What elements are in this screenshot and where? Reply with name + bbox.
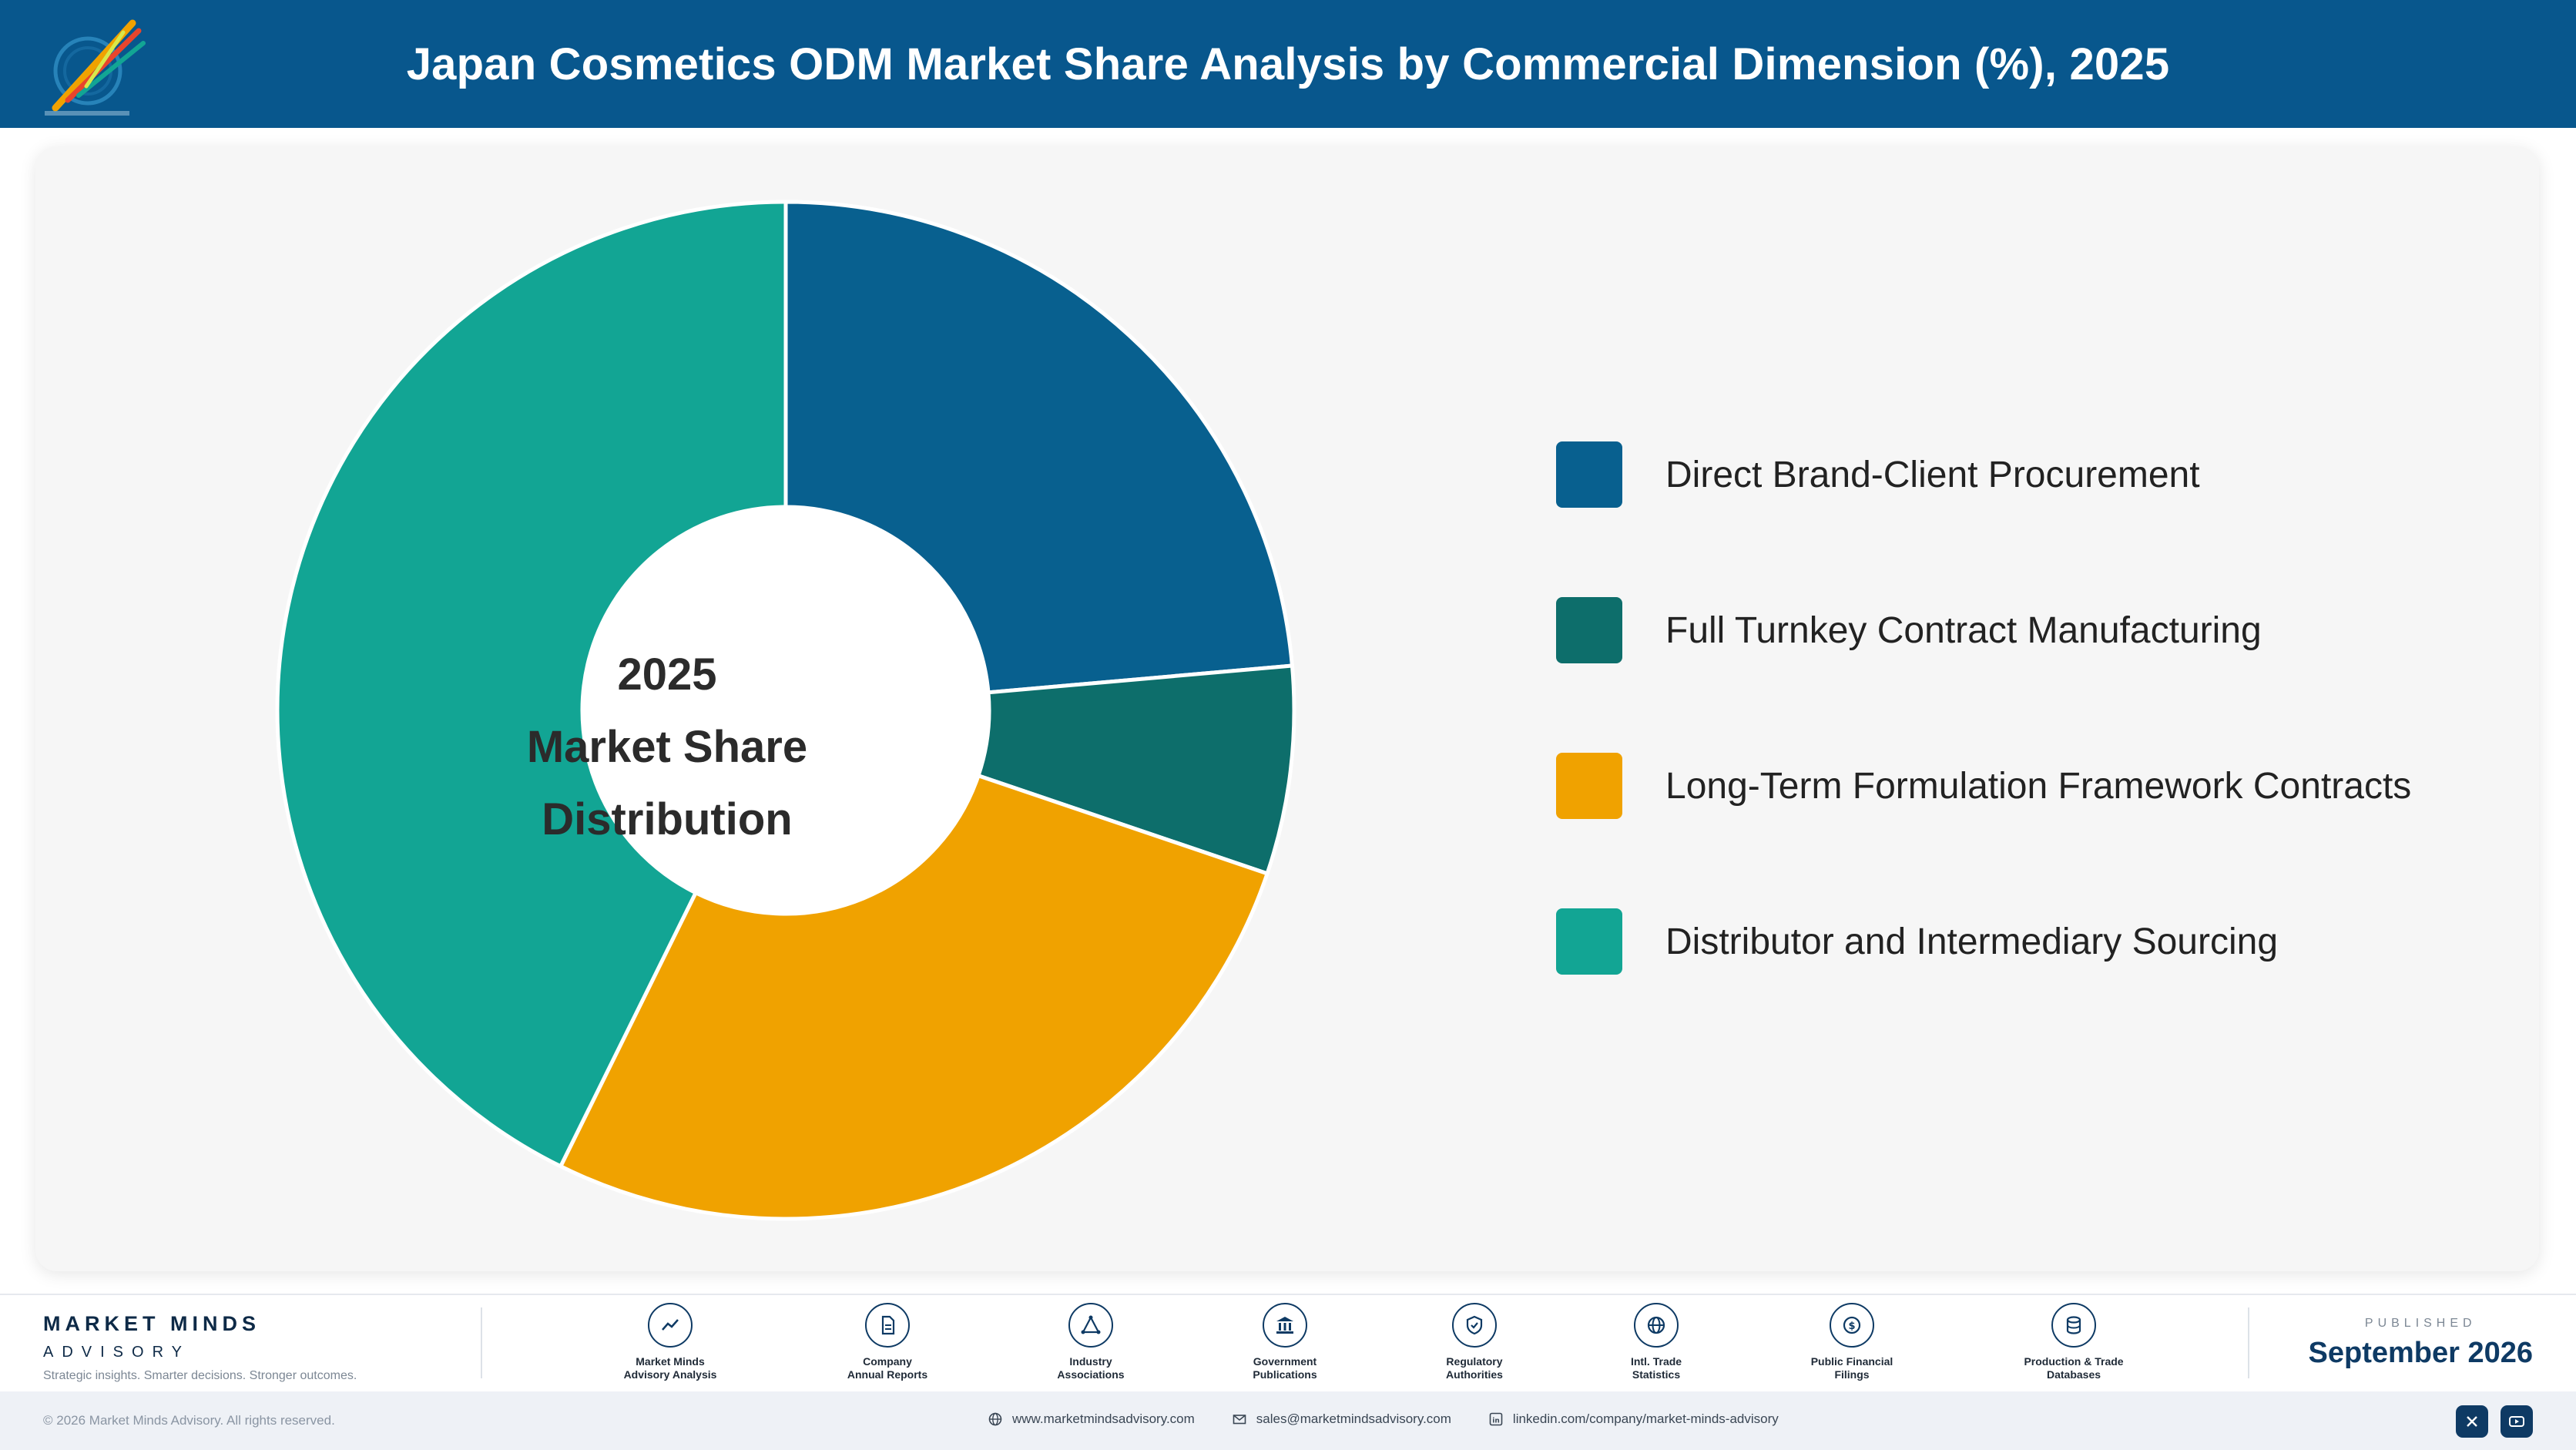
globe-icon (988, 1412, 1002, 1426)
donut-slice-4 (275, 200, 788, 1170)
center-label-line2: Market Share (526, 722, 808, 772)
x-social-button[interactable] (2456, 1405, 2488, 1438)
source-label: Regulatory Authorities (1446, 1355, 1503, 1381)
header-bar: Japan Cosmetics ODM Market Share Analysi… (0, 0, 2576, 128)
youtube-social-button[interactable] (2501, 1405, 2533, 1438)
source-label: Industry Associations (1057, 1355, 1125, 1381)
svg-text:in: in (1492, 1418, 1500, 1425)
chart-card: 2025 Market Share Distribution Direct Br… (35, 146, 2539, 1271)
center-label-line3: Distribution (542, 794, 793, 844)
source-item: Regulatory Authorities (1390, 1303, 1559, 1381)
source-item: $ Public Financial Filings (1767, 1303, 1937, 1381)
divider (481, 1307, 482, 1378)
network-icon (1068, 1303, 1113, 1348)
government-building-icon (1263, 1303, 1307, 1348)
source-label: Market Minds Advisory Analysis (623, 1355, 717, 1381)
donut-center-label: 2025 Market Share Distribution (513, 639, 821, 856)
donut-chart (275, 200, 1296, 1221)
legend-item: Long-Term Formulation Framework Contract… (1556, 752, 2411, 820)
source-label: Intl. Trade Statistics (1630, 1355, 1682, 1381)
source-item: Industry Associations (1006, 1303, 1176, 1381)
linkedin-link[interactable]: in linkedin.com/company/market-minds-adv… (1488, 1411, 1779, 1427)
legend-item: Distributor and Intermediary Sourcing (1556, 908, 2411, 975)
brand-subtitle: ADVISORY (43, 1344, 190, 1361)
footer-brand: MARKET MINDS ADVISORY Strategic insights… (43, 1312, 357, 1383)
source-label: Government Publications (1253, 1355, 1317, 1381)
x-icon (2467, 1416, 2477, 1427)
email-link[interactable]: sales@marketmindsadvisory.com (1232, 1411, 1451, 1427)
source-item: Company Annual Reports (803, 1303, 972, 1381)
source-item: Government Publications (1200, 1303, 1370, 1381)
document-icon (865, 1303, 910, 1348)
linkedin-icon: in (1489, 1412, 1503, 1426)
website-link[interactable]: www.marketmindsadvisory.com (988, 1411, 1195, 1427)
footer-sources-bar: MARKET MINDS ADVISORY Strategic insights… (0, 1294, 2576, 1391)
source-label: Public Financial Filings (1810, 1355, 1893, 1381)
legend-item: Direct Brand-Client Procurement (1556, 441, 2411, 509)
source-label: Production & Trade Databases (2024, 1355, 2124, 1381)
legend-label: Full Turnkey Contract Manufacturing (1665, 609, 2262, 651)
mail-icon (1233, 1415, 1246, 1425)
legend-swatch (1556, 908, 1622, 975)
donut-slice-1 (783, 200, 1295, 695)
youtube-icon (2509, 1416, 2524, 1427)
divider (2248, 1307, 2249, 1378)
legend-swatch (1556, 753, 1622, 819)
brand-logo (45, 19, 146, 116)
donut-slice-3 (558, 773, 1270, 1221)
contact-links: www.marketmindsadvisory.com sales@market… (988, 1411, 1816, 1427)
coin-icon: $ (1830, 1303, 1874, 1348)
published-date: September 2026 (2308, 1337, 2534, 1369)
source-item: Market Minds Advisory Analysis (585, 1303, 755, 1381)
center-label-year: 2025 (617, 649, 717, 700)
legend-label: Distributor and Intermediary Sourcing (1665, 921, 2279, 962)
data-sources: Market Minds Advisory Analysis Company A… (601, 1303, 2142, 1388)
published-block: PUBLISHED September 2026 (2309, 1317, 2534, 1370)
source-item: Production & Trade Databases (1989, 1303, 2158, 1381)
legend-label: Direct Brand-Client Procurement (1665, 454, 2200, 495)
footer-contact-bar: © 2026 Market Minds Advisory. All rights… (0, 1391, 2576, 1450)
legend-swatch (1556, 597, 1622, 663)
social-buttons (2444, 1405, 2533, 1438)
shield-check-icon (1452, 1303, 1497, 1348)
email-text: sales@marketmindsadvisory.com (1256, 1411, 1451, 1426)
brand-tagline: Strategic insights. Smarter decisions. S… (43, 1369, 357, 1382)
copyright-text: © 2026 Market Minds Advisory. All rights… (43, 1413, 335, 1428)
svg-text:$: $ (1848, 1321, 1855, 1332)
globe-icon (1634, 1303, 1679, 1348)
source-label: Company Annual Reports (847, 1355, 928, 1381)
chart-legend: Direct Brand-Client Procurement Full Tur… (1556, 441, 2411, 1063)
linkedin-text: linkedin.com/company/market-minds-adviso… (1512, 1411, 1779, 1426)
trend-line-icon (648, 1303, 693, 1348)
chart-title: Japan Cosmetics ODM Market Share Analysi… (406, 39, 2170, 89)
brand-name: MARKET MINDS (43, 1312, 260, 1335)
legend-swatch (1556, 441, 1622, 508)
website-text: www.marketmindsadvisory.com (1012, 1411, 1195, 1426)
donut-hole (584, 509, 988, 912)
legend-item: Full Turnkey Contract Manufacturing (1556, 596, 2411, 664)
published-label: PUBLISHED (2364, 1317, 2477, 1330)
legend-label: Long-Term Formulation Framework Contract… (1665, 765, 2412, 807)
database-icon (2051, 1303, 2096, 1348)
source-item: Intl. Trade Statistics (1571, 1303, 1741, 1381)
